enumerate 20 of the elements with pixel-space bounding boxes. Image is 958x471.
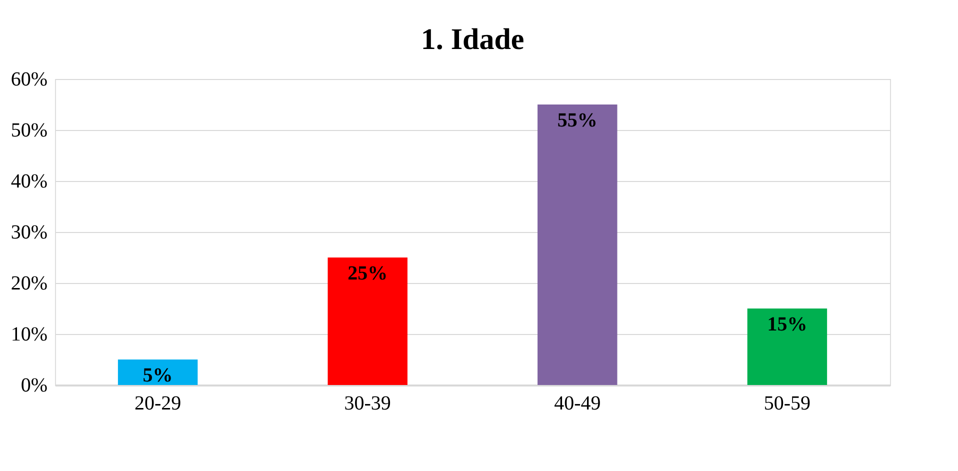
data-label: 5% <box>142 364 173 386</box>
y-tick-label: 30% <box>10 222 48 244</box>
bar <box>118 360 198 385</box>
y-tick-label: 20% <box>10 272 48 294</box>
data-label: 15% <box>767 314 808 336</box>
bar <box>328 258 408 385</box>
x-tick-label: 50-59 <box>764 392 811 414</box>
bar <box>747 308 828 385</box>
y-tick-label: 50% <box>10 120 48 142</box>
y-tick-label: 60% <box>10 68 48 90</box>
y-tick-label: 0% <box>20 374 48 396</box>
data-label: 55% <box>557 110 598 132</box>
x-tick-label: 20-29 <box>134 392 182 414</box>
y-tick-label: 40% <box>10 170 48 192</box>
bar <box>538 104 618 385</box>
x-tick-label: 30-39 <box>344 392 391 414</box>
x-tick-label: 40-49 <box>554 392 601 414</box>
data-label: 25% <box>348 262 388 284</box>
chart-title: 1. Idade <box>420 23 524 56</box>
y-tick-label: 10% <box>10 324 48 346</box>
